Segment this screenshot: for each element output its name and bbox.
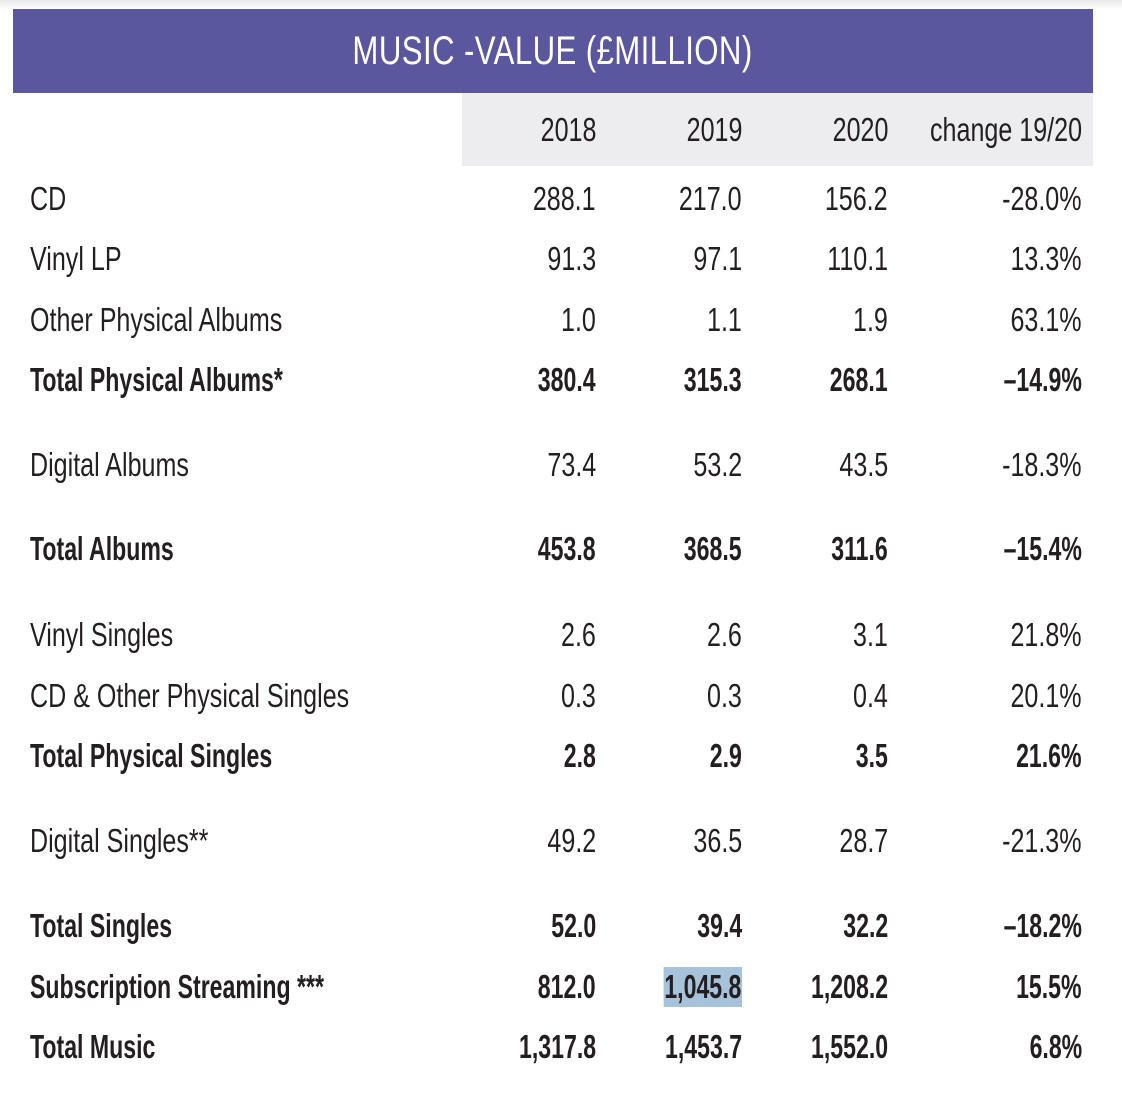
selected-cell: 1,045.8 [663,967,742,1007]
value-2018: 91.3 [547,240,596,277]
value-change: –14.9% [1003,361,1082,398]
value-2018: 73.4 [547,446,596,483]
value-2018: 2.6 [561,616,596,653]
value-2018: 52.0 [551,907,596,944]
value-2020: 32.2 [843,907,888,944]
row-label: Digital Albums [30,446,189,483]
row-label: CD [30,180,67,217]
row-label: Subscription Streaming *** [30,968,324,1005]
value-2020: 268.1 [830,361,888,398]
value-change: -28.0% [1002,180,1082,217]
value-2020: 3.5 [855,737,888,774]
column-header-change: change 19/20 [929,111,1082,148]
value-2020: 156.2 [825,180,888,217]
value-change: 15.5% [1016,968,1082,1005]
row-label: Total Music [30,1028,156,1065]
title-banner: MUSIC -VALUE (£MILLION) [13,9,1093,93]
column-header-2018: 2018 [540,111,596,148]
value-2020: 43.5 [839,446,888,483]
value-2018: 288.1 [533,180,596,217]
row-label: Vinyl LP [30,240,122,277]
value-change: –15.4% [1003,530,1082,567]
value-2020: 311.6 [831,530,888,567]
column-header-2020: 2020 [832,111,888,148]
value-2019: 53.2 [693,446,742,483]
row-label: Other Physical Albums [30,301,283,338]
value-2019: 315.3 [684,361,742,398]
value-2020: 1,552.0 [810,1028,888,1065]
value-2020: 3.1 [853,616,888,653]
value-2019: 2.9 [709,737,742,774]
value-2019: 0.3 [707,677,742,714]
value-change: 21.8% [1010,616,1082,653]
value-change: 21.6% [1016,737,1082,774]
row-label: Total Singles [30,907,173,944]
value-2018: 453.8 [538,530,596,567]
value-change: 6.8% [1029,1028,1082,1065]
row-label: Vinyl Singles [30,616,174,653]
value-2018: 49.2 [547,822,596,859]
value-change: -18.3% [1002,446,1082,483]
value-2018: 812.0 [538,968,596,1005]
top-shadow [0,0,1122,10]
value-2020: 0.4 [853,677,888,714]
value-2020: 28.7 [839,822,888,859]
value-2018: 0.3 [561,677,596,714]
value-2019: 97.1 [693,240,742,277]
value-change: 63.1% [1010,301,1082,338]
value-2019: 1,453.7 [664,1028,742,1065]
value-2020: 1,208.2 [810,968,888,1005]
value-2019: 1.1 [707,301,742,338]
value-2019: 368.5 [684,530,742,567]
value-2018: 380.4 [538,361,596,398]
column-header-band [462,93,1093,166]
column-header-2019: 2019 [686,111,742,148]
value-change: –18.2% [1003,907,1082,944]
value-2019: 217.0 [679,180,742,217]
value-2018: 1,317.8 [518,1028,596,1065]
value-change: -21.3% [1002,822,1082,859]
value-change: 13.3% [1010,240,1082,277]
row-label: Total Physical Singles [30,737,273,774]
value-2019: 39.4 [697,907,742,944]
value-2018: 1.0 [561,301,596,338]
value-2019: 2.6 [707,616,742,653]
row-label: Total Albums [30,530,174,567]
row-label: CD & Other Physical Singles [30,677,350,714]
value-2019: 36.5 [693,822,742,859]
value-2018: 2.8 [563,737,596,774]
row-label: Total Physical Albums* [30,361,283,398]
value-2020: 1.9 [853,301,888,338]
table-title: MUSIC -VALUE (£MILLION) [352,28,754,73]
value-change: 20.1% [1010,677,1082,714]
row-label: Digital Singles** [30,822,209,859]
value-2020: 110.1 [827,240,888,277]
